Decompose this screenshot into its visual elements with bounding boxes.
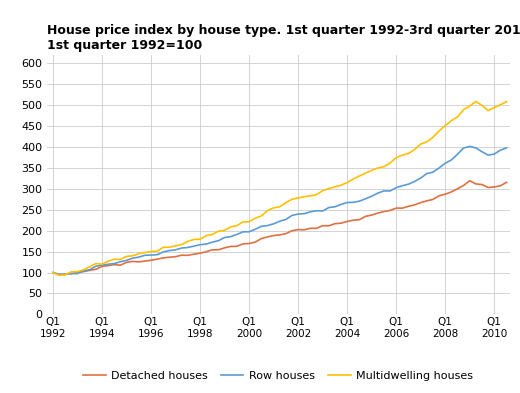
Multidwelling houses (430, 135, 436, 140)
Line: Multidwelling houses: Multidwelling houses (53, 101, 506, 275)
Multidwelling houses (418, 142, 424, 147)
Detached houses (56, 273, 62, 277)
Multidwelling houses (461, 107, 467, 112)
Row houses (503, 145, 510, 150)
Detached houses (411, 202, 418, 207)
Detached houses (461, 183, 467, 188)
Multidwelling houses (93, 261, 99, 266)
Multidwelling houses (56, 273, 62, 277)
Row houses (93, 264, 99, 268)
Row houses (411, 179, 418, 184)
Multidwelling houses (411, 147, 418, 152)
Multidwelling houses (473, 99, 479, 104)
Row houses (62, 272, 68, 277)
Detached houses (466, 178, 473, 183)
Detached houses (50, 270, 56, 275)
Row houses (461, 146, 467, 151)
Line: Detached houses: Detached houses (53, 181, 506, 275)
Multidwelling houses (399, 153, 406, 158)
Row houses (466, 144, 473, 149)
Multidwelling houses (503, 99, 510, 104)
Detached houses (93, 267, 99, 272)
Line: Row houses: Row houses (53, 147, 506, 274)
Detached houses (418, 200, 424, 205)
Detached houses (430, 197, 436, 202)
Row houses (430, 170, 436, 174)
Detached houses (503, 180, 510, 185)
Text: House price index by house type. 1st quarter 1992-3rd quarter 2010.
1st quarter : House price index by house type. 1st qua… (47, 24, 520, 52)
Row houses (399, 184, 406, 188)
Legend: Detached houses, Row houses, Multidwelling houses: Detached houses, Row houses, Multidwelli… (79, 367, 477, 386)
Detached houses (399, 206, 406, 211)
Row houses (50, 270, 56, 275)
Row houses (418, 176, 424, 180)
Multidwelling houses (50, 270, 56, 275)
